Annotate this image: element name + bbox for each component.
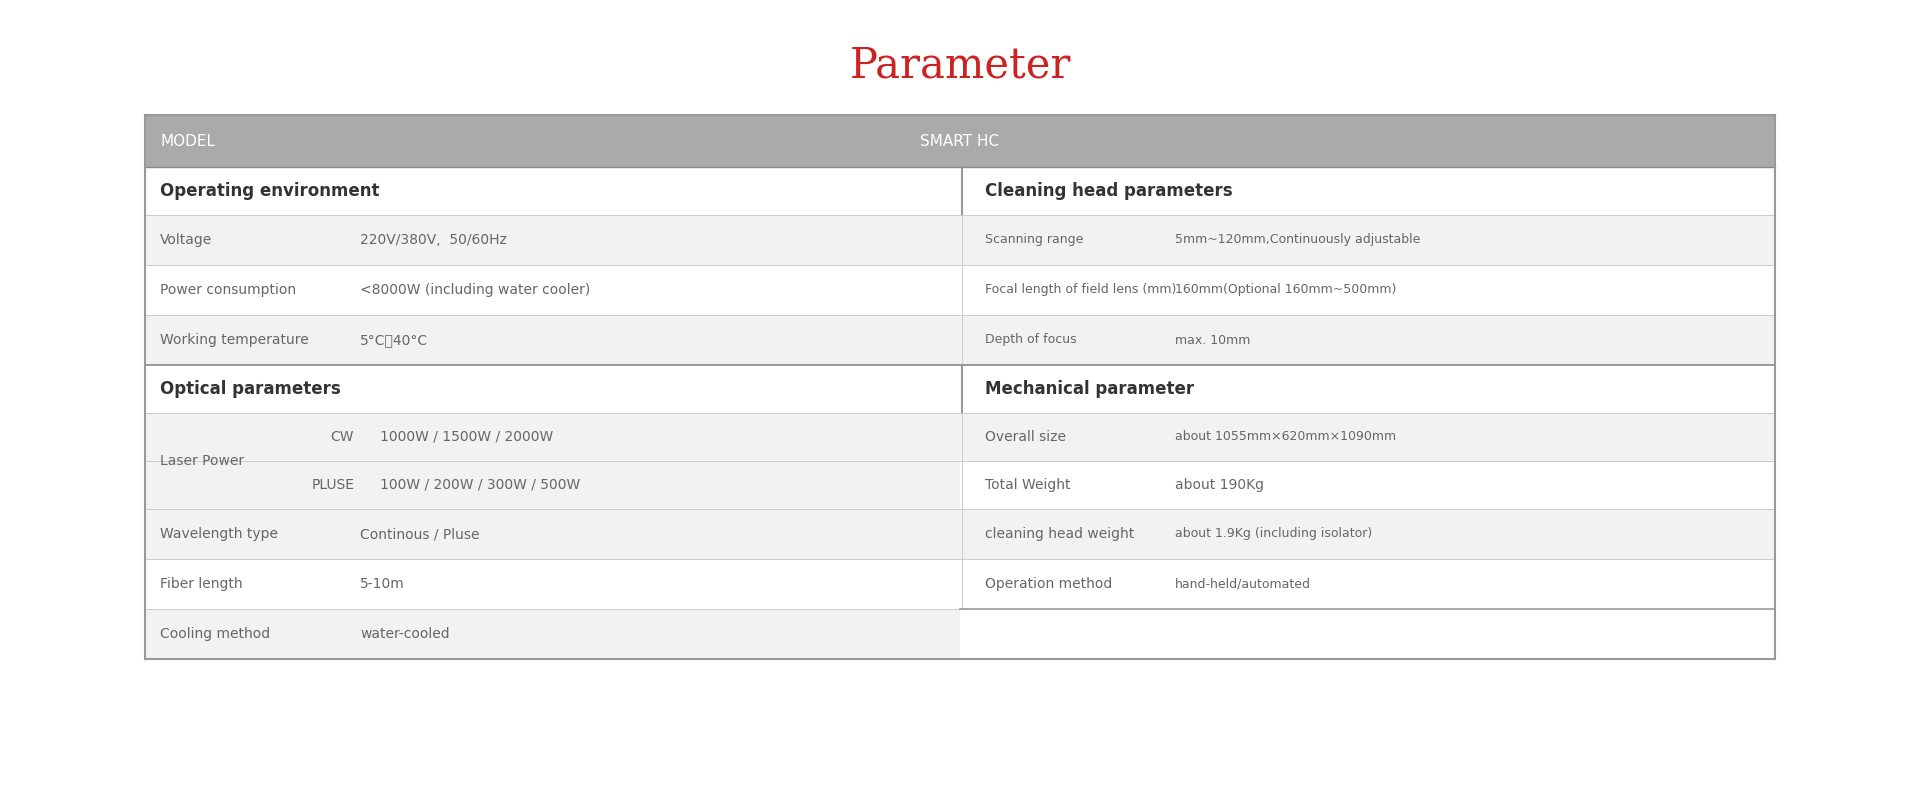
Text: 5-10m: 5-10m: [361, 577, 405, 591]
Text: Parameter: Parameter: [849, 45, 1071, 87]
Text: Power consumption: Power consumption: [159, 283, 296, 297]
Bar: [960, 461, 1774, 509]
Bar: [146, 461, 960, 509]
Bar: [960, 559, 1774, 609]
Text: 1000W / 1500W / 2000W: 1000W / 1500W / 2000W: [380, 430, 553, 444]
Bar: [960, 413, 1774, 461]
Bar: [146, 413, 960, 461]
Text: PLUSE: PLUSE: [311, 478, 355, 492]
Bar: [146, 509, 960, 559]
Bar: [146, 215, 1774, 265]
Text: cleaning head weight: cleaning head weight: [985, 527, 1135, 541]
Text: 220V/380V,  50/60Hz: 220V/380V, 50/60Hz: [361, 233, 507, 247]
Text: Working temperature: Working temperature: [159, 333, 309, 347]
Text: Mechanical parameter: Mechanical parameter: [985, 380, 1194, 398]
Bar: [146, 559, 960, 609]
Bar: [960, 509, 1774, 559]
Text: Laser Power: Laser Power: [159, 454, 244, 468]
Text: 5°C～40°C: 5°C～40°C: [361, 333, 428, 347]
Bar: [146, 365, 1774, 413]
Text: Total Weight: Total Weight: [985, 478, 1071, 492]
Text: Focal length of field lens (mm): Focal length of field lens (mm): [985, 283, 1177, 297]
Bar: [146, 115, 1774, 167]
Bar: [146, 609, 960, 659]
Text: Operating environment: Operating environment: [159, 182, 380, 200]
Text: MODEL: MODEL: [159, 134, 215, 149]
Text: about 1055mm×620mm×1090mm: about 1055mm×620mm×1090mm: [1175, 430, 1396, 443]
Text: Wavelength type: Wavelength type: [159, 527, 278, 541]
Text: Cooling method: Cooling method: [159, 627, 271, 641]
Text: 160mm(Optional 160mm~500mm): 160mm(Optional 160mm~500mm): [1175, 283, 1396, 297]
Bar: [146, 315, 1774, 365]
Text: <8000W (including water cooler): <8000W (including water cooler): [361, 283, 589, 297]
Text: Voltage: Voltage: [159, 233, 213, 247]
Bar: [146, 265, 1774, 315]
Text: Optical parameters: Optical parameters: [159, 380, 340, 398]
Text: Fiber length: Fiber length: [159, 577, 242, 591]
Text: water-cooled: water-cooled: [361, 627, 449, 641]
Text: about 1.9Kg (including isolator): about 1.9Kg (including isolator): [1175, 527, 1373, 541]
Text: Operation method: Operation method: [985, 577, 1112, 591]
Text: Cleaning head parameters: Cleaning head parameters: [985, 182, 1233, 200]
Text: Continous / Pluse: Continous / Pluse: [361, 527, 480, 541]
Text: CW: CW: [330, 430, 353, 444]
Text: Scanning range: Scanning range: [985, 234, 1083, 246]
Bar: [146, 167, 1774, 215]
Text: 5mm~120mm,Continuously adjustable: 5mm~120mm,Continuously adjustable: [1175, 234, 1421, 246]
Text: about 190Kg: about 190Kg: [1175, 478, 1263, 492]
Text: max. 10mm: max. 10mm: [1175, 334, 1250, 346]
Text: Depth of focus: Depth of focus: [985, 334, 1077, 346]
Text: Overall size: Overall size: [985, 430, 1066, 444]
Text: 100W / 200W / 300W / 500W: 100W / 200W / 300W / 500W: [380, 478, 580, 492]
Text: hand-held/automated: hand-held/automated: [1175, 578, 1311, 590]
Text: SMART HC: SMART HC: [920, 134, 1000, 149]
